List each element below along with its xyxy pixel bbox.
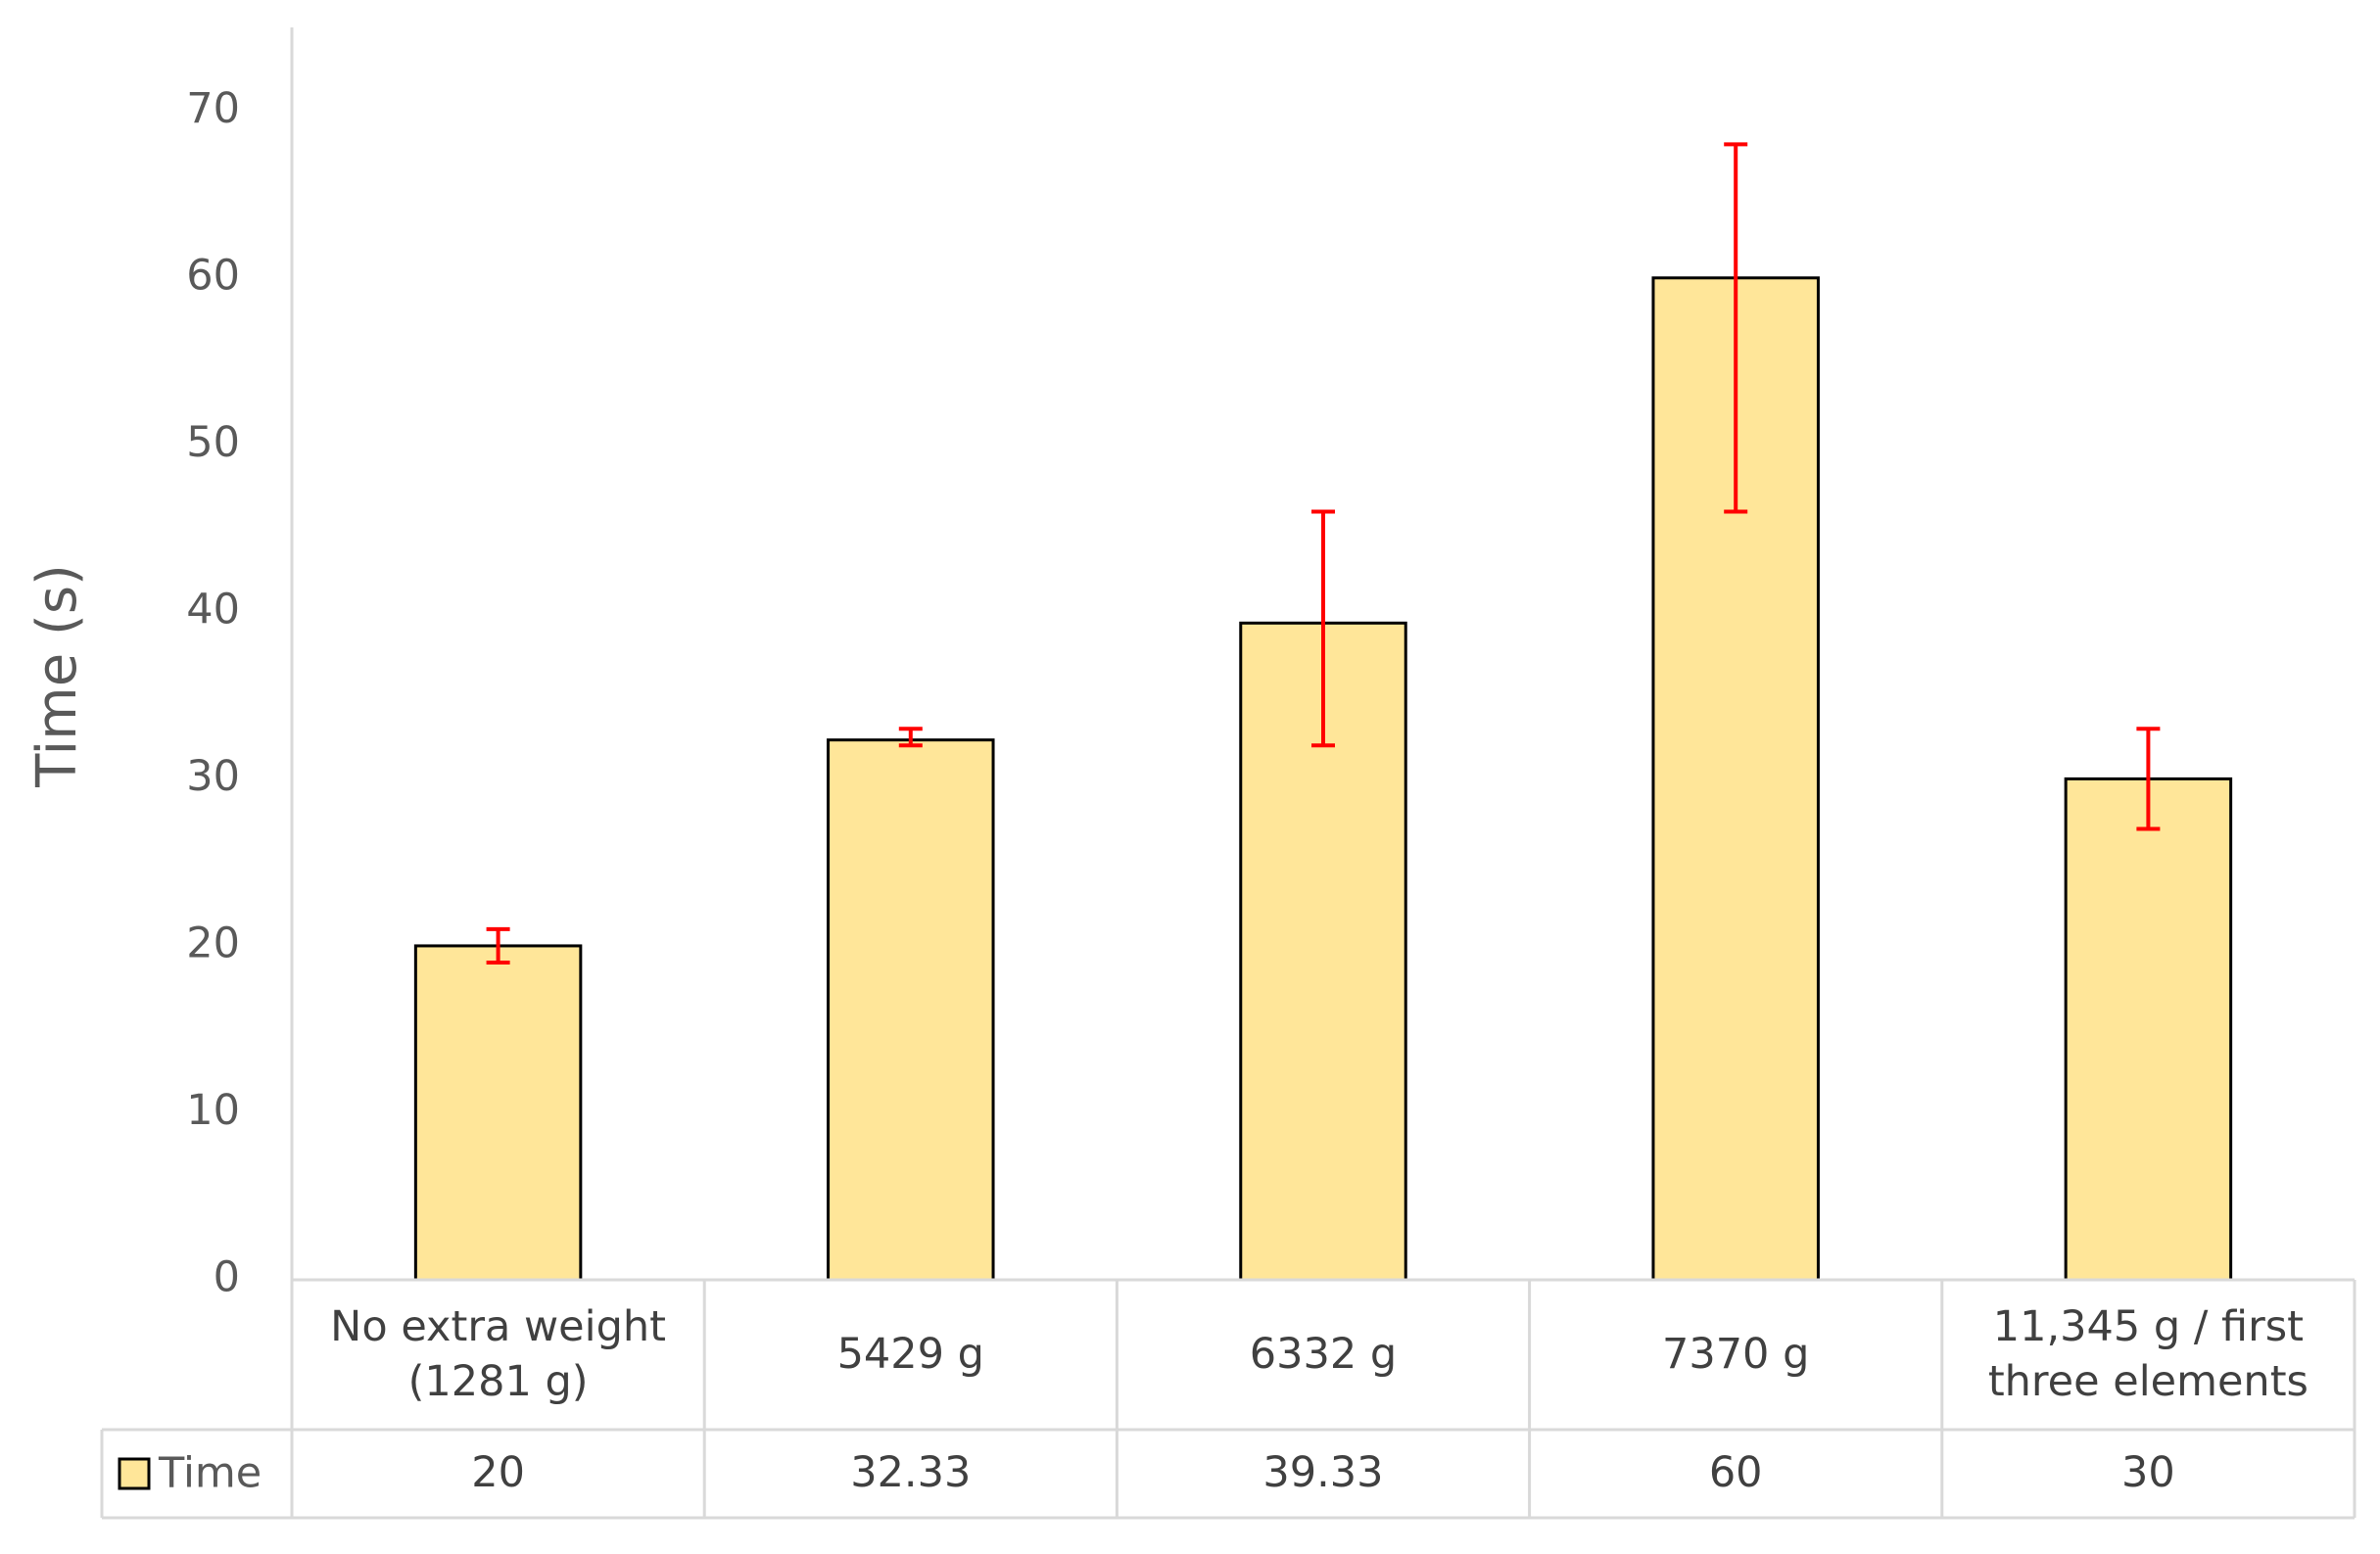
data-table-value: 60 <box>1708 1448 1763 1498</box>
data-table-value-box: 60 <box>1708 1448 1763 1498</box>
y-tick-label: 60 <box>186 251 240 300</box>
data-table-value-box: 39.33 <box>1262 1448 1384 1498</box>
data-table-value: 20 <box>471 1448 525 1498</box>
y-axis-title: Time (s) <box>25 564 89 788</box>
data-table-value-box: 30 <box>2121 1448 2175 1498</box>
legend-swatch <box>118 1457 151 1490</box>
x-tick-label: 7370 g <box>1661 1329 1810 1379</box>
error-bar <box>486 926 510 965</box>
error-bar <box>898 727 923 748</box>
bar <box>2064 777 2233 1282</box>
data-table-value-box: 20 <box>471 1448 525 1498</box>
data-table-value: 30 <box>2121 1448 2175 1498</box>
x-tick-label: 6332 g <box>1249 1329 1398 1379</box>
x-tick-label-box: 11,345 g / first three elements <box>1987 1301 2309 1406</box>
bar <box>827 738 995 1282</box>
x-tick-label: 5429 g <box>836 1329 984 1379</box>
y-tick-label: 0 <box>214 1253 240 1302</box>
error-bar <box>2136 727 2161 831</box>
x-tick-label-box: 5429 g <box>836 1329 984 1379</box>
x-tick-label: 11,345 g / first three elements <box>1987 1301 2309 1406</box>
y-tick-label: 30 <box>186 752 240 801</box>
x-tick-label: No extra weight (1281 g) <box>330 1301 666 1406</box>
x-tick-label-box: 6332 g <box>1249 1329 1398 1379</box>
y-tick-label: 70 <box>186 84 240 133</box>
y-tick-label: 40 <box>186 585 240 634</box>
error-bar <box>1311 509 1335 748</box>
data-table-value-box: 32.33 <box>850 1448 972 1498</box>
x-tick-label-box: 7370 g <box>1661 1329 1810 1379</box>
error-bar <box>1724 142 1748 514</box>
y-tick-label: 20 <box>186 918 240 967</box>
legend-label: Time <box>158 1449 262 1498</box>
y-tick-label: 10 <box>186 1086 240 1135</box>
data-table-value: 39.33 <box>1262 1448 1384 1498</box>
data-table-value: 32.33 <box>850 1448 972 1498</box>
y-tick-label: 50 <box>186 418 240 467</box>
bar <box>413 944 583 1282</box>
x-tick-label-box: No extra weight (1281 g) <box>330 1301 666 1406</box>
